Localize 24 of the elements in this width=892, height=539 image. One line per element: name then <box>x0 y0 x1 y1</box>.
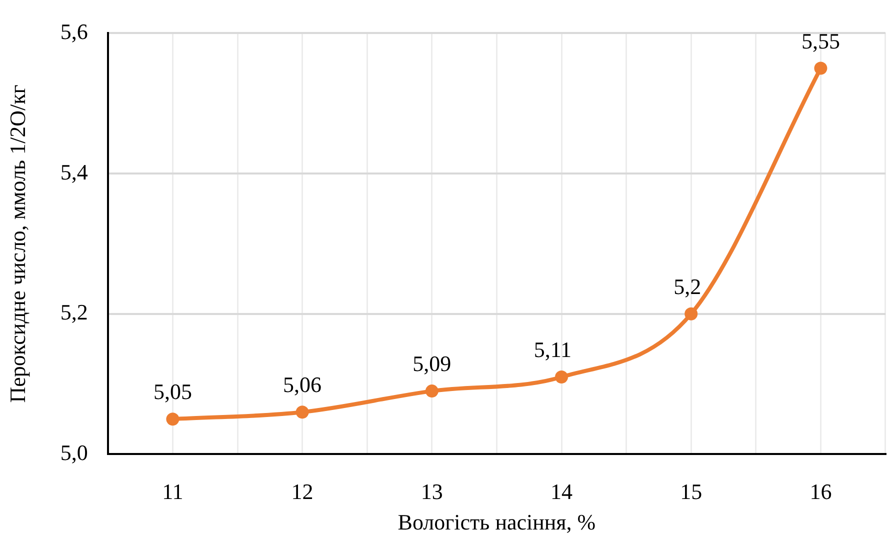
point <box>684 307 698 320</box>
y-tick-label: 5,6 <box>60 18 88 44</box>
data-label: 5,06 <box>283 372 322 398</box>
data-label: 5,05 <box>153 379 192 404</box>
point <box>296 406 309 419</box>
x-tick-label: 14 <box>550 479 572 504</box>
point <box>814 62 828 75</box>
y-tick-label: 5,2 <box>60 300 88 325</box>
x-tick-label: 11 <box>162 479 184 504</box>
y-tick-label: 5,0 <box>60 440 88 465</box>
point <box>555 370 568 384</box>
y-axis-title: Пероксидне число, ммоль 1/2О/кг <box>4 84 30 403</box>
data-label: 5,2 <box>674 274 702 299</box>
x-tick-label: 13 <box>420 479 443 504</box>
x-tick-label: 16 <box>810 479 832 504</box>
data-label: 5,55 <box>801 28 840 54</box>
x-axis-title: Вологість насіння, % <box>398 510 596 535</box>
data-label: 5,09 <box>412 351 452 376</box>
point <box>425 384 438 398</box>
x-tick-label: 12 <box>291 479 314 504</box>
point <box>166 412 180 426</box>
y-tick-label: 5,4 <box>60 159 88 184</box>
x-tick-label: 15 <box>680 479 702 504</box>
data-label: 5,11 <box>534 337 572 362</box>
